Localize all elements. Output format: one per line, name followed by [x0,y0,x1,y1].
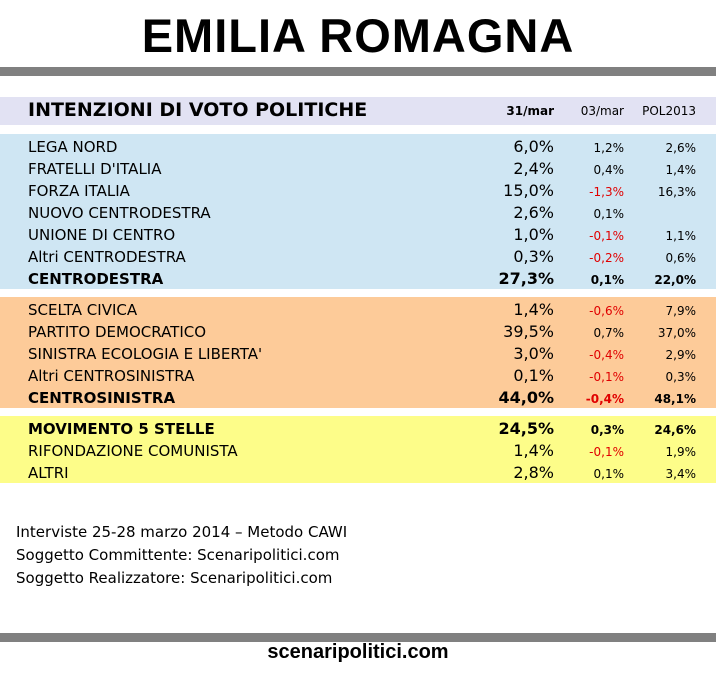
value-31-mar: 0,1% [513,366,554,385]
value-31-mar: 2,8% [513,463,554,482]
value-03-mar: 0,4% [593,163,625,177]
value-31-mar: 15,0% [503,181,554,200]
value-03-mar: 0,7% [593,326,625,340]
value-pol2013: 37,0% [657,326,696,340]
table-row: SINISTRA ECOLOGIA E LIBERTA' 3,0% -0,4% 2,9… [0,343,716,365]
column-header-pol2013: POL2013 [642,104,696,118]
row-label: PARTITO DEMOCRATICO [28,323,207,341]
row-label: FORZA ITALIA [28,182,130,200]
row-label: NUOVO CENTRODESTRA [28,204,211,222]
value-31-mar: 27,3% [498,269,554,288]
site-name: scenaripolitici.com [267,641,449,663]
table-row: LEGA NORD 6,0% 1,2% 2,6% [0,136,716,158]
value-03-mar: -0,4% [585,392,624,406]
row-label: RIFONDAZIONE COMUNISTA [28,442,238,460]
group-centrodestra: LEGA NORD 6,0% 1,2% 2,6% FRATELLI D'ITALIA 2,… [0,134,716,289]
value-03-mar: -0,4% [589,348,624,362]
value-31-mar: 3,0% [513,344,554,363]
value-31-mar: 2,4% [513,159,554,178]
value-pol2013: 1,4% [665,163,697,177]
column-header-03-mar: 03/mar [580,104,624,118]
footer-realizzatore: Soggetto Realizzatore: Scenaripolitici.c… [16,569,333,587]
value-31-mar: 24,5% [498,419,554,438]
row-label: MOVIMENTO 5 STELLE [28,420,215,438]
value-03-mar: 0,1% [593,467,625,481]
table-row: CENTROSINISTRA 44,0% -0,4% 48,1% [0,387,716,409]
row-label: CENTRODESTRA [28,270,164,288]
value-pol2013: 48,1% [654,392,696,406]
value-31-mar: 44,0% [498,388,554,407]
table-row: NUOVO CENTRODESTRA 2,6% 0,1% [0,202,716,224]
bottom-divider [0,633,716,642]
table-header: INTENZIONI DI VOTO POLITICHE 31/mar 03/m… [0,97,716,125]
value-pol2013: 0,6% [665,251,697,265]
value-pol2013: 1,9% [665,445,697,459]
value-31-mar: 1,4% [513,300,554,319]
group-centrosinistra: SCELTA CIVICA 1,4% -0,6% 7,9% PARTITO DEMOCR… [0,297,716,408]
value-31-mar: 1,0% [513,225,554,244]
row-label: Altri CENTROSINISTRA [28,367,195,385]
value-31-mar: 0,3% [513,247,554,266]
value-pol2013: 22,0% [654,273,696,287]
value-03-mar: -0,6% [589,304,624,318]
value-pol2013: 3,4% [665,467,697,481]
row-label: CENTROSINISTRA [28,389,176,407]
row-label: FRATELLI D'ITALIA [28,160,162,178]
value-31-mar: 1,4% [513,441,554,460]
value-03-mar: -1,3% [589,185,624,199]
value-31-mar: 39,5% [503,322,554,341]
table-row: SCELTA CIVICA 1,4% -0,6% 7,9% [0,299,716,321]
value-pol2013: 16,3% [657,185,696,199]
table-row: RIFONDAZIONE COMUNISTA 1,4% -0,1% 1,9% [0,440,716,462]
row-label: SINISTRA ECOLOGIA E LIBERTA' [28,345,263,363]
row-label: Altri CENTRODESTRA [28,248,186,266]
footer-committente: Soggetto Committente: Scenaripolitici.co… [16,546,340,564]
value-03-mar: -0,1% [589,229,624,243]
value-31-mar: 6,0% [513,137,554,156]
table-row: FRATELLI D'ITALIA 2,4% 0,4% 1,4% [0,158,716,180]
table-row: FORZA ITALIA 15,0% -1,3% 16,3% [0,180,716,202]
table-title: INTENZIONI DI VOTO POLITICHE [28,99,368,121]
table-row: Altri CENTRODESTRA 0,3% -0,2% 0,6% [0,246,716,268]
value-03-mar: 0,1% [590,273,624,287]
value-pol2013: 2,6% [665,141,697,155]
footer-method: Interviste 25-28 marzo 2014 – Metodo CAW… [16,523,348,541]
table-row: MOVIMENTO 5 STELLE 24,5% 0,3% 24,6% [0,418,716,440]
group-others: MOVIMENTO 5 STELLE 24,5% 0,3% 24,6% RIFONDAZ… [0,416,716,483]
table-row: PARTITO DEMOCRATICO 39,5% 0,7% 37,0% [0,321,716,343]
value-pol2013: 2,9% [665,348,697,362]
value-pol2013: 7,9% [665,304,697,318]
table-row: UNIONE DI CENTRO 1,0% -0,1% 1,1% [0,224,716,246]
value-03-mar: 0,1% [593,207,625,221]
value-03-mar: 0,3% [590,423,624,437]
row-label: SCELTA CIVICA [28,301,138,319]
value-pol2013: 24,6% [654,423,696,437]
row-label: LEGA NORD [28,138,118,156]
table-row: Altri CENTROSINISTRA 0,1% -0,1% 0,3% [0,365,716,387]
column-header-31-mar: 31/mar [506,104,554,118]
row-label: UNIONE DI CENTRO [28,226,176,244]
value-03-mar: -0,1% [589,445,624,459]
value-03-mar: -0,2% [589,251,624,265]
page-title: EMILIA ROMAGNA [141,9,575,62]
value-31-mar: 2,6% [513,203,554,222]
table-row: ALTRI 2,8% 0,1% 3,4% [0,462,716,484]
value-03-mar: 1,2% [593,141,625,155]
top-divider [0,67,716,76]
table-row: CENTRODESTRA 27,3% 0,1% 22,0% [0,268,716,290]
value-pol2013: 0,3% [665,370,697,384]
value-03-mar: -0,1% [589,370,624,384]
value-pol2013: 1,1% [665,229,697,243]
row-label: ALTRI [28,464,69,482]
